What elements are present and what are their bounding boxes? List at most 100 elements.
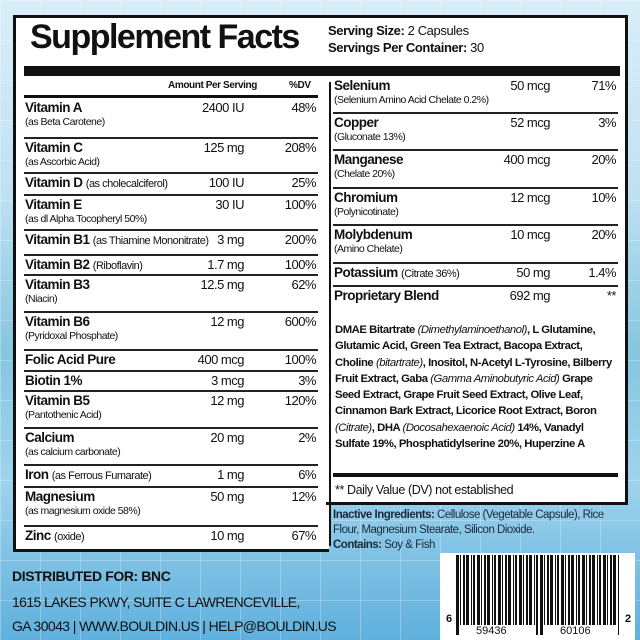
nutrient-source: (Chelate 20%): [334, 168, 395, 180]
amount-header: Amount Per Serving: [168, 80, 257, 91]
nutrient-dv: 100%: [284, 197, 317, 212]
barcode-bar: [544, 555, 545, 625]
nutrient-source: (Pantothenic Acid): [25, 409, 102, 421]
nutrient-name-text: Selenium: [334, 78, 391, 93]
nutrient-name: Manganese: [334, 152, 404, 167]
nutrient-name-text: Vitamin B6: [25, 314, 90, 329]
blend-text: , DHA: [371, 421, 403, 434]
nutrient-source: (as dl Alpha Tocopheryl 50%): [25, 213, 147, 225]
nutrient-amount: 125 mg: [203, 140, 245, 155]
nutrient-row: Manganese (Chelate 20%) 400 mcg 20%: [333, 151, 618, 189]
nutrient-dv: 48%: [291, 100, 316, 115]
barcode-bar: [456, 555, 459, 635]
nutrient-amount: 30 IU: [215, 197, 244, 212]
nutrient-dv: 3%: [598, 115, 616, 130]
barcode-bar: [607, 555, 608, 625]
header-divider: [24, 66, 620, 76]
nutrient-name-text: Vitamin C: [25, 140, 83, 155]
nutrient-row: Vitamin B3 (Niacin) 12.5 mg 62%: [24, 276, 318, 313]
barcode-bar: [481, 555, 482, 625]
nutrient-amount: 50 mg: [516, 265, 550, 280]
barcode-bar: [565, 555, 566, 625]
barcode-bar: [529, 555, 532, 625]
barcode-bar: [534, 555, 535, 625]
nutrient-source: (Amino Chelate): [334, 243, 403, 255]
barcode-bar: [498, 555, 501, 625]
nutrient-amount: 692 mg: [509, 288, 551, 303]
nutrient-row: Folic Acid Pure 400 mcg 100%: [24, 351, 318, 372]
nutrient-name: Vitamin B6: [25, 314, 90, 329]
nutrient-name-text: Biotin 1%: [25, 373, 83, 388]
nutrient-row: Copper (Gluconate 13%) 52 mcg 3%: [333, 114, 618, 151]
barcode-bar: [568, 555, 570, 625]
barcode-bar: [613, 555, 616, 625]
nutrient-amount: 12 mcg: [510, 190, 550, 205]
nutrient-source: (Gluconate 13%): [334, 131, 406, 143]
barcode-bar: [610, 555, 612, 625]
barcode-left-digits: 59436: [474, 625, 509, 637]
blend-text: (Gamma Aminobutyric Acid): [430, 372, 560, 385]
nutrient-amount: 50 mcg: [510, 78, 550, 93]
blend-text: (Citrate): [335, 421, 372, 434]
barcode-first-digit: 6: [446, 613, 453, 625]
nutrient-name-text: Folic Acid Pure: [25, 352, 116, 367]
nutrient-source: (as magnesium oxide 58%): [25, 505, 141, 517]
proprietary-blend-ingredients: DMAE Bitartrate (Dimethylaminoethanol), …: [335, 322, 615, 452]
nutrient-name: Zinc (oxide): [25, 528, 85, 543]
nutrient-dv: 6%: [298, 467, 316, 482]
nutrient-row: Zinc (oxide) 10 mg 67%: [24, 527, 318, 547]
barcode-bar: [550, 555, 553, 625]
nutrient-name: Copper: [334, 115, 379, 130]
facts-panel-right: [326, 15, 628, 505]
barcode-bar: [536, 555, 538, 635]
barcode-bar: [618, 555, 619, 635]
nutrient-name: Biotin 1%: [25, 373, 83, 388]
nutrient-name: Vitamin C: [25, 140, 83, 155]
nutrient-name: Vitamin B1 (as Thiamine Mononitrate): [25, 232, 209, 247]
distributor-label: DISTRIBUTED FOR: BNC: [12, 568, 171, 584]
nutrient-name-text: Vitamin B5: [25, 393, 90, 408]
nutrient-name-text: Vitamin A: [25, 100, 83, 115]
nutrient-dv: 2%: [298, 430, 316, 445]
nutrient-amount: 52 mcg: [510, 115, 550, 130]
blend-text: (bitartrate): [375, 356, 423, 369]
barcode-bar: [484, 555, 486, 625]
nutrient-row: Vitamin D (as cholecalciferol) 100 IU 25%: [24, 174, 318, 196]
serving-info: Serving Size: 2 Capsules Servings Per Co…: [328, 22, 484, 56]
nutrient-source-inline: (as cholecalciferol): [85, 178, 168, 190]
servings-per-container-value: 30: [470, 40, 484, 55]
nutrient-amount: 20 mg: [210, 430, 244, 445]
barcode-bar: [597, 555, 598, 625]
servings-per-container-label: Servings Per Container:: [328, 40, 467, 55]
nutrient-dv: 200%: [284, 232, 317, 247]
nutrient-amount: 12 mg: [210, 393, 244, 408]
nutrient-source: (Niacin): [25, 293, 58, 305]
nutrient-name-text: Manganese: [334, 152, 404, 167]
nutrient-dv: 120%: [284, 393, 317, 408]
nutrient-name: Vitamin E: [25, 197, 82, 212]
barcode-bar: [502, 555, 503, 625]
blend-text: 14%, Vanadyl Sulfate 19%, Phosphatidylse…: [335, 421, 585, 451]
barcode-bar: [555, 555, 556, 625]
nutrient-name: Vitamin B3: [25, 277, 90, 292]
barcode-bar: [508, 555, 511, 625]
nutrient-row: Chromium (Polynicotinate) 12 mcg 10%: [333, 189, 618, 226]
nutrient-name: Magnesium: [25, 489, 95, 504]
nutrient-row: Biotin 1% 3 mcg 3%: [24, 372, 318, 392]
barcode-bar: [505, 555, 507, 625]
barcode: 6 59436 60106 2: [440, 553, 635, 640]
nutrient-amount: 1 mg: [217, 467, 244, 482]
nutrient-name-text: Calcium: [25, 430, 75, 445]
serving-size-label: Serving Size:: [328, 23, 405, 38]
blend-text: (Docosahexaenoic Acid): [402, 421, 516, 434]
nutrient-source: (Pyridoxal Phosphate): [25, 330, 118, 342]
nutrient-dv: 10%: [591, 190, 616, 205]
nutrient-name-text: Vitamin B2: [25, 257, 90, 272]
barcode-bar: [460, 555, 461, 625]
nutrient-row: Selenium (Selenium Amino Acid Chelate 0.…: [333, 77, 618, 114]
nutrient-row: Vitamin E (as dl Alpha Tocopheryl 50%) 30…: [24, 196, 318, 231]
nutrient-source: (Selenium Amino Acid Chelate 0.2%): [334, 94, 489, 106]
nutrient-source: (as Beta Carotene): [25, 116, 105, 128]
barcode-bar: [586, 555, 587, 625]
address-line-1: 1615 LAKES PKWY, SUITE C LAWRENCEVILLE,: [12, 594, 300, 610]
